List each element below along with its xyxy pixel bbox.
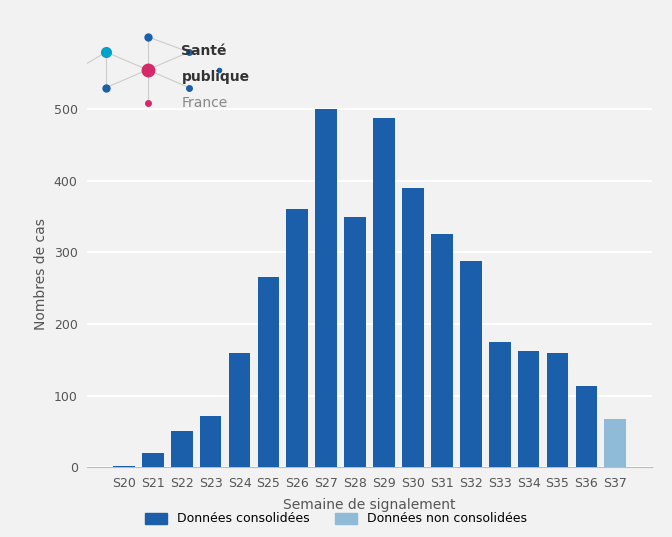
Y-axis label: Nombres de cas: Nombres de cas [34,218,48,330]
Text: publique: publique [181,70,249,84]
Bar [344,216,366,467]
Legend: Données consolidées, Données non consolidées: Données consolidées, Données non consoli… [144,512,528,525]
Bar [228,353,251,467]
Bar [200,416,222,467]
Bar [460,261,482,467]
Bar [605,418,626,467]
Bar [547,353,569,467]
Text: France: France [181,96,228,110]
Bar [257,278,280,467]
Bar [142,453,163,467]
X-axis label: Semaine de signalement: Semaine de signalement [284,498,456,512]
Bar [576,386,597,467]
Bar [431,235,453,467]
Bar [489,342,511,467]
Bar [171,431,192,467]
Bar [373,118,395,467]
Text: Santé: Santé [181,44,227,58]
Bar [402,188,424,467]
Bar [113,466,134,467]
Bar [286,209,308,467]
Bar [517,351,540,467]
Bar [315,109,337,467]
